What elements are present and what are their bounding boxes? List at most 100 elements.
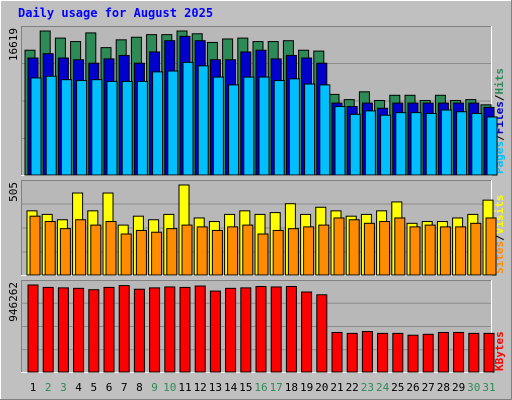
x-tick-label: 22: [346, 381, 359, 394]
legend-hits: Hits: [493, 68, 506, 95]
bar-kbytes-day-undefined: [346, 332, 358, 373]
bar-kbytes-day-undefined: [392, 332, 404, 373]
bar-kbytes-day-undefined: [179, 286, 191, 373]
bar-kbytes-day-undefined: [270, 286, 282, 373]
bar-kbytes-day-undefined: [407, 334, 419, 373]
bar-sites-day-undefined: [151, 231, 163, 276]
x-tick-label: 1: [30, 381, 37, 394]
panel-3-y-max-label: 946262: [7, 282, 20, 322]
bar-sites-day-undefined: [363, 222, 375, 276]
bar-sites-day-undefined: [120, 233, 132, 276]
bar-pages-day-27: [425, 112, 437, 176]
bar-kbytes-day-undefined: [331, 331, 343, 373]
x-tick-label: 28: [437, 381, 450, 394]
x-tick-label: 21: [330, 381, 343, 394]
legend-separator: /: [493, 94, 506, 101]
x-tick-label: 26: [406, 381, 419, 394]
bar-sites-day-undefined: [409, 226, 421, 276]
bar-pages-day-22: [349, 113, 361, 176]
bar-sites-day-undefined: [455, 226, 467, 276]
x-tick-label: 25: [391, 381, 404, 394]
bar-kbytes-day-undefined: [103, 286, 115, 373]
bar-pages-day-28: [440, 109, 452, 176]
bar-pages-day-9: [152, 71, 164, 176]
bar-sites-day-undefined: [394, 217, 406, 276]
x-tick-label: 24: [376, 381, 390, 394]
bar-sites-day-undefined: [196, 226, 208, 276]
bar-kbytes-day-undefined: [118, 285, 130, 373]
x-tick-label: 9: [151, 381, 158, 394]
bar-pages-day-29: [456, 111, 468, 176]
bar-sites-day-undefined: [303, 226, 315, 276]
bar-pages-day-8: [136, 80, 148, 176]
x-tick-label: 6: [106, 381, 113, 394]
x-tick-label: 23: [361, 381, 374, 394]
bar-pages-day-25: [395, 112, 407, 176]
legend-kbytes: KBytes: [493, 331, 506, 371]
bar-pages-day-12: [197, 65, 209, 176]
bar-kbytes-day-undefined: [225, 287, 237, 373]
bar-pages-day-14: [228, 84, 240, 176]
bar-pages-day-18: [288, 78, 300, 176]
bar-kbytes-day-undefined: [453, 331, 465, 373]
bar-kbytes-day-undefined: [133, 288, 145, 373]
bar-sites-day-undefined: [105, 221, 117, 276]
bar-pages-day-24: [380, 114, 392, 176]
bar-kbytes-day-undefined: [57, 287, 69, 373]
legend-separator: /: [493, 134, 506, 141]
bar-sites-day-undefined: [75, 219, 87, 276]
panel-1-y-max-label: 16619: [7, 28, 20, 61]
bar-pages-day-13: [212, 76, 224, 176]
bar-kbytes-day-undefined: [27, 284, 39, 373]
bar-pages-day-17: [273, 80, 285, 176]
bar-kbytes-day-undefined: [149, 287, 161, 373]
x-tick-label: 12: [194, 381, 207, 394]
bar-pages-day-15: [243, 76, 255, 176]
x-tick-label: 19: [300, 381, 313, 394]
bar-pages-day-20: [319, 84, 331, 176]
bar-sites-day-undefined: [44, 221, 56, 276]
x-tick-label: 14: [224, 381, 238, 394]
bar-kbytes-day-undefined: [483, 332, 495, 373]
bar-pages-day-16: [258, 76, 270, 176]
bar-kbytes-day-undefined: [42, 286, 54, 373]
bar-kbytes-day-undefined: [209, 290, 221, 373]
x-tick-label: 10: [163, 381, 176, 394]
bar-sites-day-undefined: [348, 219, 360, 276]
bar-pages-day-19: [304, 83, 316, 176]
x-tick-label: 20: [315, 381, 328, 394]
bar-kbytes-day-undefined: [73, 287, 85, 373]
bar-pages-day-23: [364, 110, 376, 176]
bar-kbytes-day-undefined: [88, 289, 100, 373]
bar-pages-day-7: [121, 80, 133, 176]
bar-pages-day-3: [60, 79, 72, 176]
x-tick-label: 2: [45, 381, 52, 394]
bar-pages-day-4: [76, 80, 88, 176]
panel-3-legend: KBytes: [493, 331, 506, 371]
bar-sites-day-undefined: [424, 224, 436, 276]
bar-sites-day-undefined: [287, 228, 299, 276]
bar-kbytes-day-undefined: [437, 331, 449, 373]
x-tick-label: 3: [60, 381, 67, 394]
bar-kbytes-day-undefined: [361, 331, 373, 373]
bar-sites-day-undefined: [242, 224, 254, 276]
bar-sites-day-undefined: [135, 229, 147, 276]
bar-pages-day-6: [106, 80, 118, 176]
x-tick-label: 13: [209, 381, 222, 394]
bar-pages-day-5: [91, 79, 103, 176]
bar-kbytes-day-undefined: [240, 287, 252, 373]
x-tick-label: 29: [452, 381, 465, 394]
bar-kbytes-day-undefined: [422, 333, 434, 373]
bar-sites-day-undefined: [227, 226, 239, 276]
bar-kbytes-day-undefined: [164, 286, 176, 373]
bar-pages-day-1: [30, 77, 42, 176]
x-tick-label: 4: [75, 381, 82, 394]
bar-sites-day-undefined: [29, 215, 41, 276]
bar-pages-day-11: [182, 61, 194, 176]
bar-sites-day-undefined: [272, 229, 284, 276]
bar-sites-day-undefined: [166, 228, 178, 276]
x-tick-label: 18: [285, 381, 298, 394]
bar-sites-day-undefined: [379, 221, 391, 276]
bar-pages-day-30: [471, 112, 483, 176]
x-tick-label: 16: [254, 381, 267, 394]
